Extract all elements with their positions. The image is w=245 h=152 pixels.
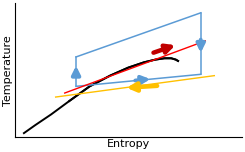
Y-axis label: Temperature: Temperature: [3, 35, 13, 106]
X-axis label: Entropy: Entropy: [107, 138, 150, 149]
